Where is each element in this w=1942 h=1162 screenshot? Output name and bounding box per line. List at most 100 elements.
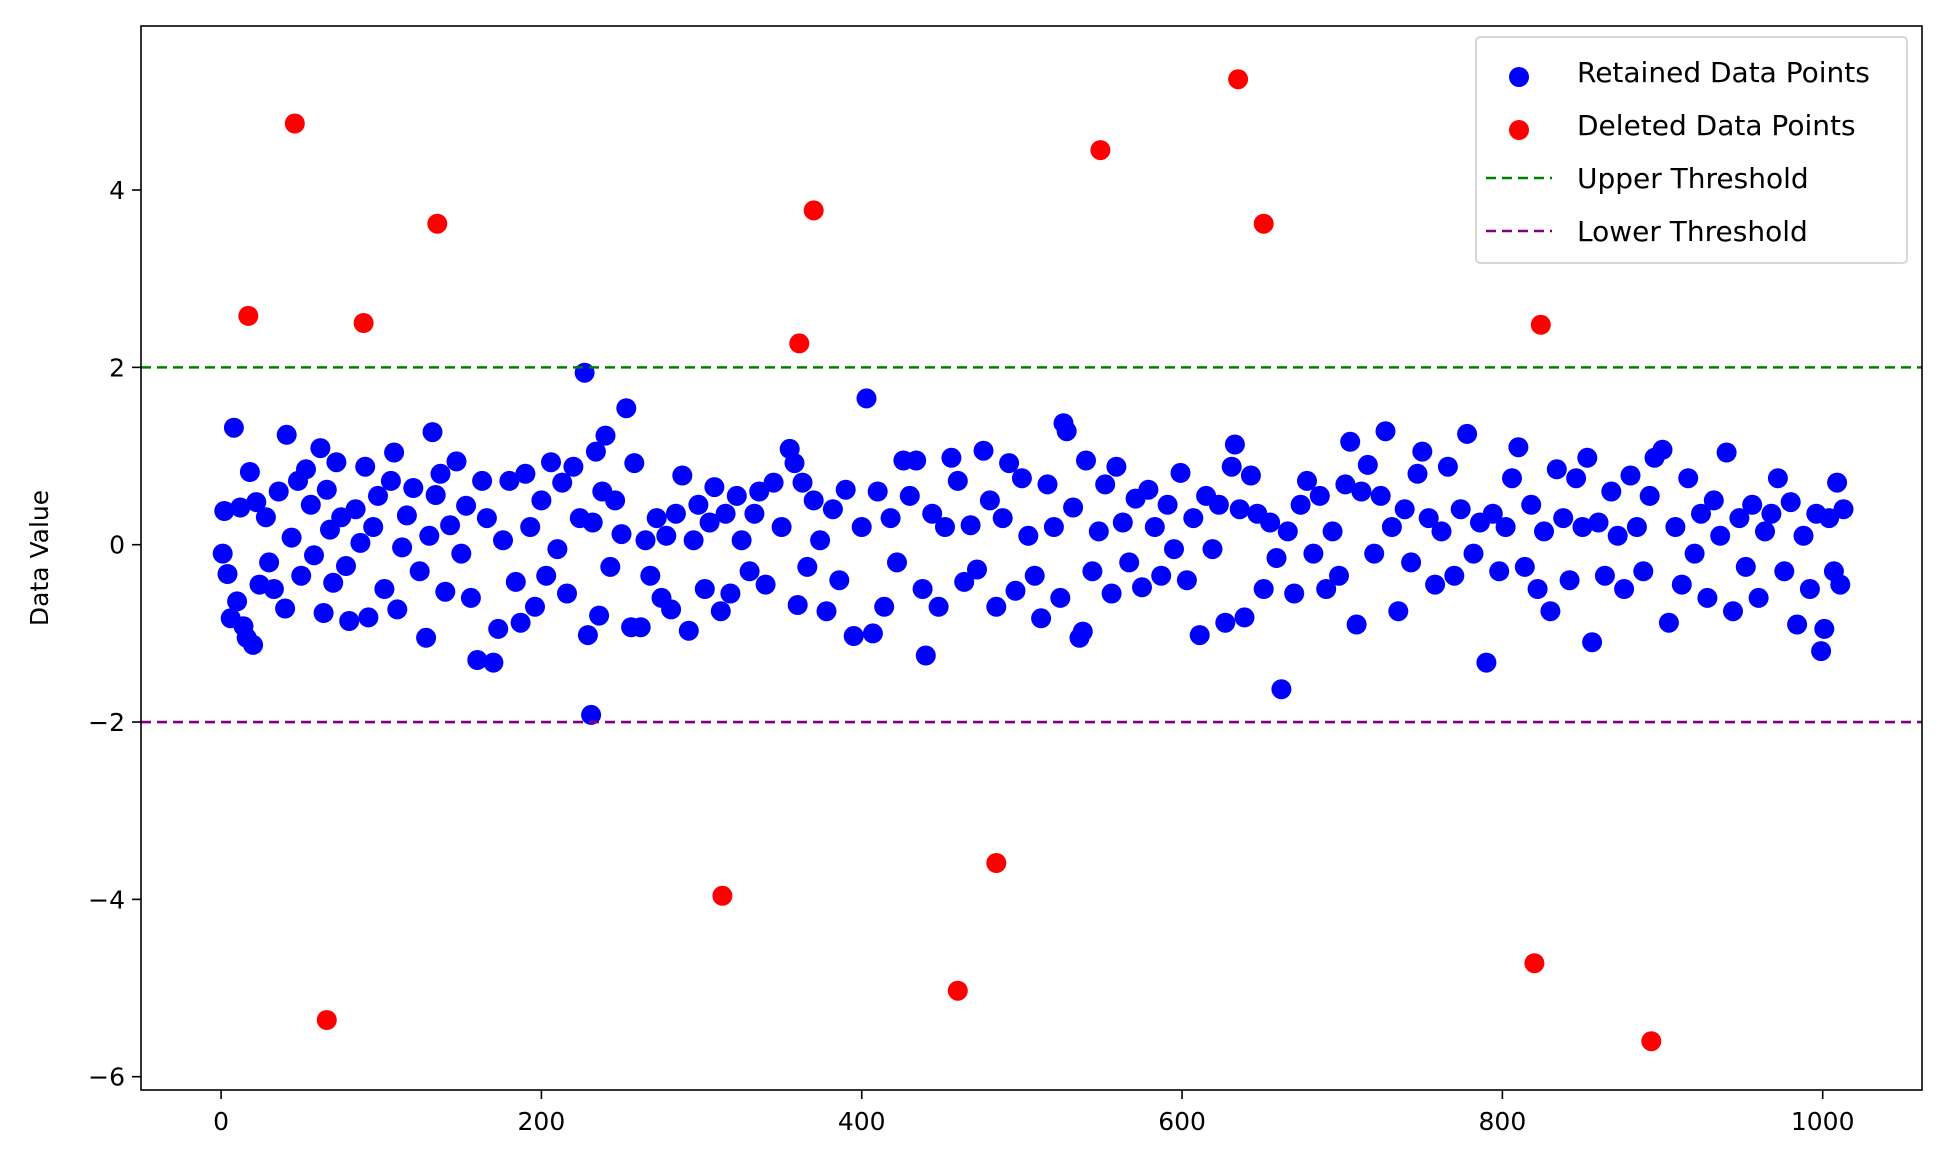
retained-point	[1431, 521, 1452, 542]
retained-point	[223, 417, 244, 438]
retained-point	[726, 485, 747, 506]
retained-point	[851, 517, 872, 537]
retained-point	[1260, 512, 1281, 533]
retained-point	[531, 490, 552, 511]
retained-point	[630, 617, 651, 638]
retained-point	[1620, 465, 1641, 486]
retained-point	[419, 525, 440, 546]
retained-point	[784, 453, 805, 474]
y-axis: −6 −4 −2 0 2 4	[88, 176, 141, 1092]
retained-point	[577, 625, 598, 646]
legend-entry: Lower Threshold	[1486, 215, 1808, 248]
retained-point	[1316, 579, 1337, 599]
retained-point	[1106, 456, 1127, 477]
retained-point	[246, 492, 267, 513]
retained-point	[640, 565, 661, 586]
legend-label: Deleted Data Points	[1577, 109, 1856, 142]
deleted-point	[1641, 1031, 1662, 1052]
retained-point	[1351, 481, 1372, 502]
retained-point	[935, 517, 955, 537]
retained-point	[1271, 679, 1292, 700]
retained-point	[1018, 525, 1039, 546]
retained-point	[1476, 652, 1497, 673]
series-deleted	[238, 69, 1662, 1052]
retained-point	[1176, 570, 1197, 591]
retained-point	[1407, 463, 1428, 484]
retained-point	[1375, 421, 1396, 442]
retained-point	[1412, 441, 1433, 462]
retained-point	[552, 472, 573, 493]
retained-point	[1309, 485, 1330, 506]
retained-point	[731, 530, 752, 551]
retained-point	[1050, 587, 1071, 608]
retained-point	[739, 561, 760, 582]
plot-frame	[140, 25, 1923, 1091]
retained-point	[368, 485, 388, 506]
legend-entry: Upper Threshold	[1486, 162, 1809, 195]
retained-point	[425, 485, 446, 505]
retained-point	[268, 481, 289, 502]
retained-point	[396, 505, 417, 526]
retained-point	[624, 453, 645, 474]
retained-point	[1633, 561, 1654, 582]
y-tick-label: −2	[88, 708, 125, 737]
retained-point	[1346, 614, 1367, 635]
deleted-point	[427, 213, 448, 234]
retained-point	[1652, 439, 1673, 460]
retained-point	[1444, 565, 1465, 586]
retained-point	[744, 503, 765, 524]
retained-point	[387, 599, 408, 620]
deleted-point	[712, 885, 733, 906]
retained-point	[906, 450, 927, 471]
retained-point	[1364, 543, 1385, 564]
retained-point	[574, 362, 595, 383]
retained-point	[1088, 521, 1109, 542]
retained-point	[300, 494, 321, 515]
retained-point	[1521, 494, 1542, 515]
retained-point	[822, 499, 843, 520]
deleted-point	[1253, 213, 1274, 234]
retained-point	[1774, 561, 1795, 582]
retained-point	[1151, 565, 1172, 586]
retained-point	[547, 539, 568, 560]
retained-point	[1437, 456, 1458, 477]
retained-point	[1394, 499, 1415, 520]
retained-point	[1329, 565, 1349, 586]
retained-point	[323, 572, 344, 593]
retained-point	[1572, 517, 1593, 537]
threshold-lines	[141, 366, 1922, 724]
retained-point	[515, 463, 536, 484]
retained-point	[416, 627, 437, 648]
retained-point	[440, 515, 461, 536]
retained-point	[1514, 556, 1535, 577]
deleted-point	[1524, 953, 1545, 974]
deleted-point	[1090, 140, 1111, 161]
x-tick-label: 0	[213, 1107, 229, 1136]
retained-point	[616, 398, 637, 419]
retained-point	[843, 626, 864, 646]
retained-point	[1224, 434, 1245, 455]
retained-point	[1703, 490, 1724, 511]
retained-point	[720, 583, 741, 604]
retained-point	[611, 524, 632, 545]
retained-point	[1626, 517, 1647, 537]
retained-point	[581, 704, 602, 725]
retained-point	[678, 620, 699, 641]
retained-point	[1577, 447, 1598, 468]
retained-point	[541, 452, 561, 473]
retained-point	[1229, 499, 1250, 520]
retained-point	[1489, 561, 1510, 582]
retained-point	[672, 465, 693, 486]
retained-point	[1215, 612, 1236, 633]
retained-point	[255, 507, 276, 528]
retained-point	[316, 479, 337, 500]
retained-point	[1697, 587, 1718, 608]
retained-point	[380, 470, 401, 491]
retained-point	[355, 456, 376, 477]
retained-point	[1482, 503, 1503, 524]
retained-point	[493, 530, 513, 551]
retained-point	[1691, 503, 1711, 524]
retained-point	[435, 581, 456, 602]
retained-point	[1553, 508, 1574, 529]
retained-point	[1418, 508, 1439, 529]
